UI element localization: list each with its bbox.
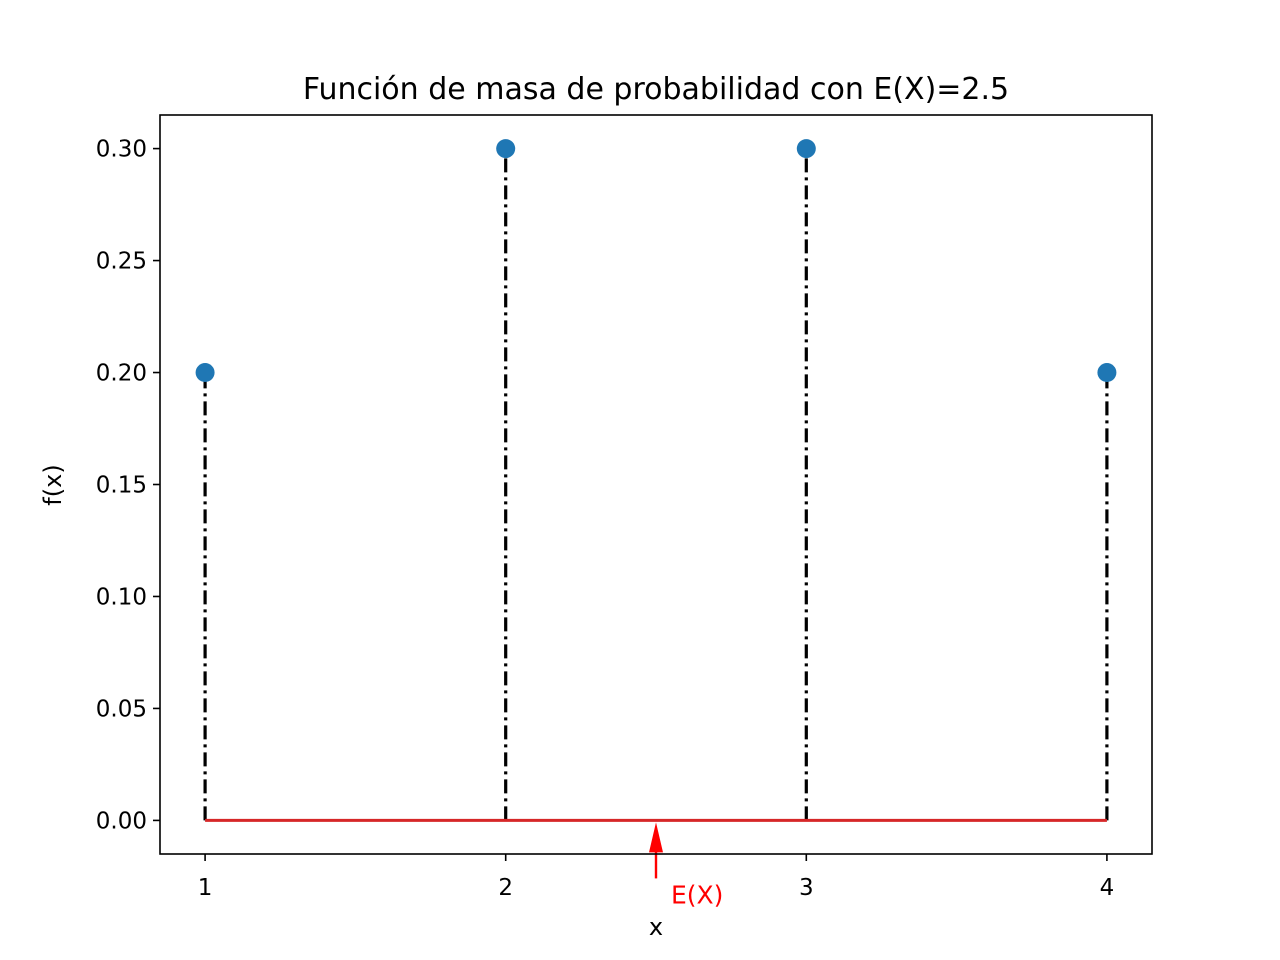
plot-area: 1 2 3 4 0.00 0.05 0.10 0.15 0.20 0.25 0.30 E(X) — [96, 137, 1117, 909]
annotation-arrow-head — [649, 822, 663, 853]
stem-marker — [796, 139, 816, 159]
annotation-label: E(X) — [671, 880, 723, 909]
y-tick-label: 0.05 — [96, 696, 147, 722]
x-tick-label: 2 — [498, 875, 513, 901]
y-tick-label: 0.20 — [96, 361, 147, 387]
y-tick-label: 0.00 — [96, 808, 147, 834]
x-tick-label: 4 — [1100, 875, 1115, 901]
stem-marker — [195, 363, 215, 383]
stem-marker — [496, 139, 516, 159]
y-tick-label: 0.25 — [96, 249, 147, 275]
axes-frame — [159, 114, 1153, 855]
y-tick-label: 0.15 — [96, 473, 147, 499]
x-tick-label: 1 — [198, 875, 213, 901]
x-tick-label: 3 — [799, 875, 814, 901]
y-axis-label: f(x) — [39, 464, 67, 505]
y-tick-label: 0.10 — [96, 584, 147, 610]
x-axis-label: x — [649, 913, 663, 941]
chart-title: Función de masa de probabilidad con E(X)… — [303, 72, 1009, 107]
stem-marker — [1097, 363, 1117, 383]
y-tick-label: 0.30 — [96, 137, 147, 163]
